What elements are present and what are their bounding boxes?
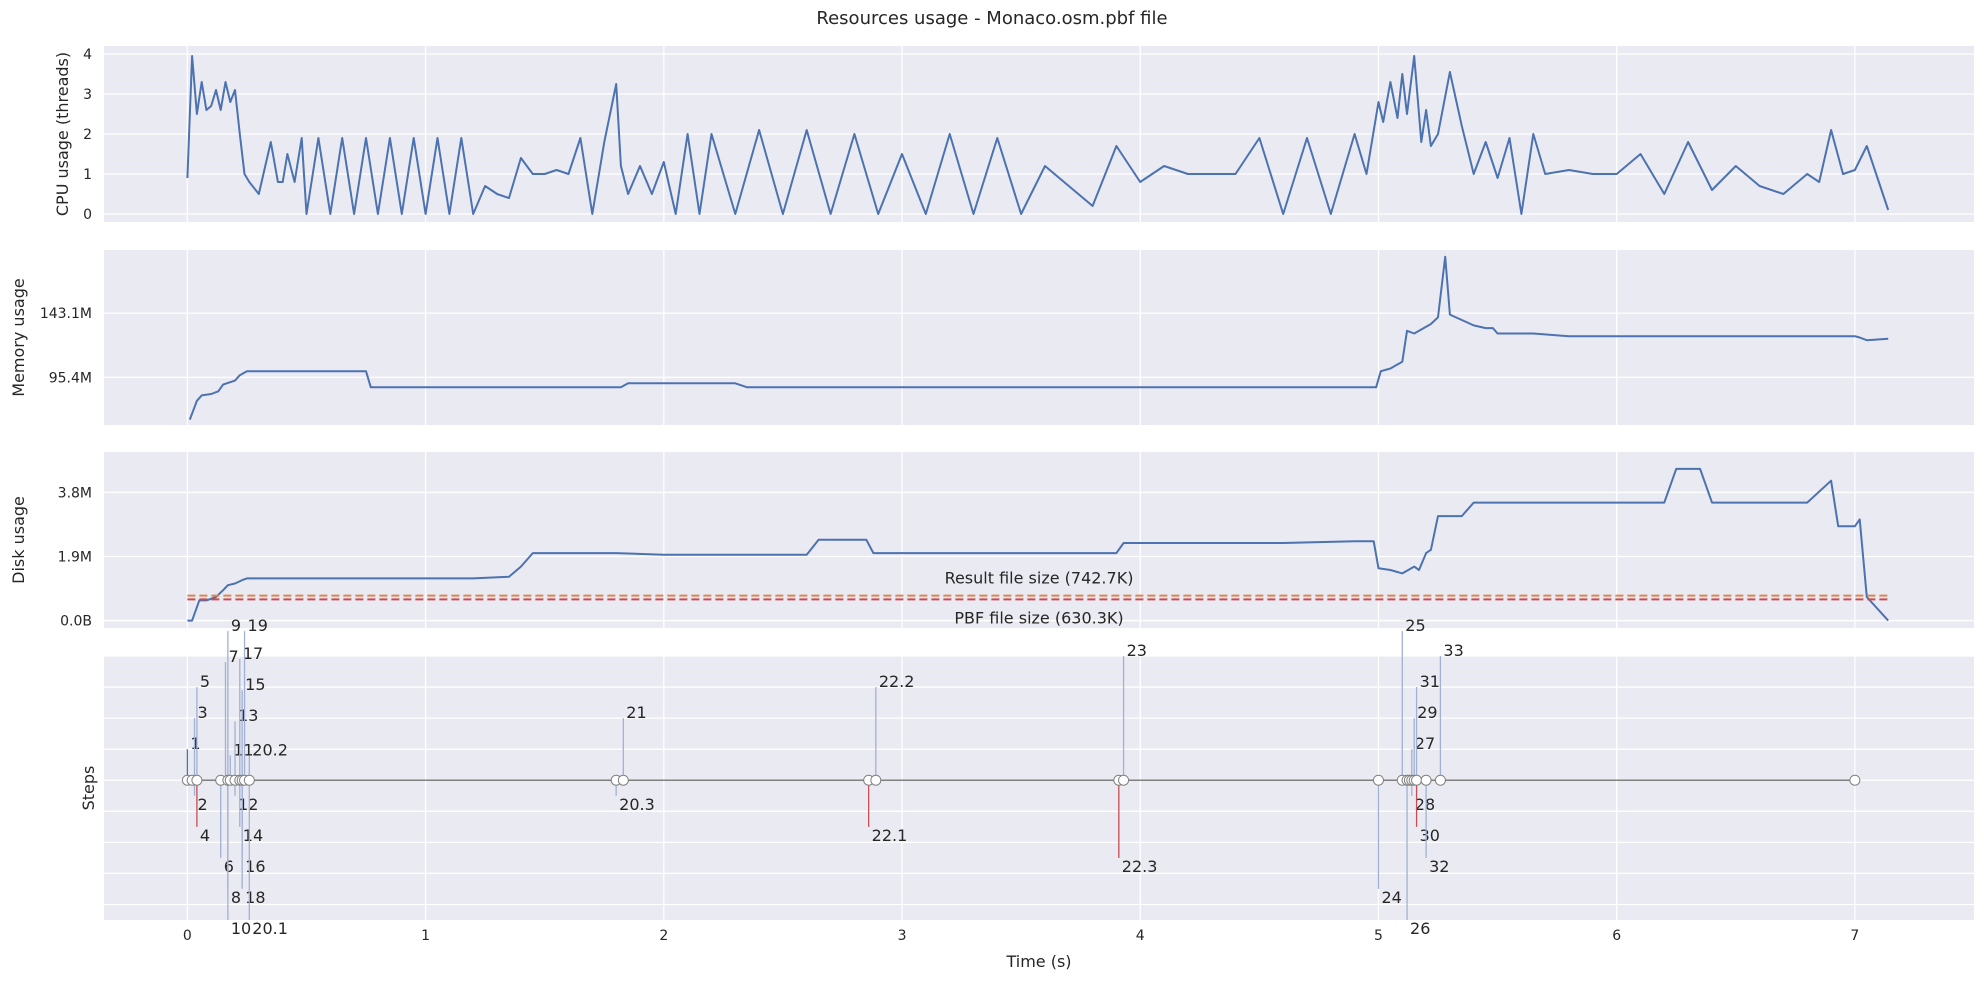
step-marker [1411, 774, 1423, 786]
step-marker [191, 774, 203, 786]
step-label: 22.1 [872, 826, 908, 845]
steps-plot-area [104, 656, 1974, 920]
xtick-label: 5 [1374, 928, 1383, 944]
step-label: 18 [245, 888, 265, 907]
step-label: 6 [224, 857, 234, 876]
step-label: 33 [1443, 641, 1463, 660]
step-label: 15 [245, 675, 265, 694]
step-label: 23 [1127, 641, 1147, 660]
step-label: 11 [233, 740, 253, 759]
xtick-label: 1 [421, 928, 430, 944]
cpu-ytick-label: 2 [83, 127, 92, 143]
step-label: 25 [1405, 616, 1425, 635]
step-label: 30 [1420, 826, 1440, 845]
step-label: 22.2 [879, 672, 915, 691]
step-marker [1849, 774, 1861, 786]
step-marker [1420, 774, 1432, 786]
memory-ytick-label: 143.1M [40, 306, 92, 322]
step-label: 21 [626, 703, 646, 722]
xtick-label: 7 [1850, 928, 1859, 944]
step-label: 29 [1417, 703, 1437, 722]
disk-series-line [187, 467, 1889, 622]
memory-ytick-label: 95.4M [49, 370, 92, 386]
cpu-series-line [186, 55, 1890, 215]
step-label: 16 [245, 857, 265, 876]
disk-ylabel: Disk usage [9, 496, 28, 584]
cpu-ytick-label: 4 [83, 47, 92, 63]
step-label: 7 [228, 647, 238, 666]
step-label: 10 [231, 919, 251, 938]
step-marker [1118, 774, 1130, 786]
step-marker [243, 774, 255, 786]
memory-series-line [188, 255, 1889, 420]
step-label: 12 [238, 795, 258, 814]
step-label: 24 [1381, 888, 1401, 907]
x-axis-label: Time (s) [1005, 952, 1071, 971]
memory-ylabel: Memory usage [9, 278, 28, 396]
step-label: 28 [1415, 795, 1435, 814]
step-label: 13 [238, 706, 258, 725]
xtick-label: 0 [183, 928, 192, 944]
step-label: 19 [248, 616, 268, 635]
step-marker [617, 774, 629, 786]
xtick-label: 4 [1136, 928, 1145, 944]
step-label: 2 [198, 795, 208, 814]
step-label: 20.2 [252, 740, 288, 759]
disk-ytick-label: 0.0B [60, 614, 92, 630]
xtick-label: 6 [1612, 928, 1621, 944]
step-label: 32 [1429, 857, 1449, 876]
reference-line-label: PBF file size (630.3K) [954, 608, 1123, 627]
steps-ylabel: Steps [79, 766, 98, 811]
cpu-ylabel: CPU usage (threads) [53, 52, 72, 216]
step-marker [1434, 774, 1446, 786]
cpu-ytick-label: 3 [83, 87, 92, 103]
xtick-label: 2 [659, 928, 668, 944]
reference-line-label: Result file size (742.7K) [945, 569, 1134, 588]
step-label: 20.3 [619, 795, 655, 814]
step-label: 5 [200, 672, 210, 691]
disk-ytick-label: 1.9M [58, 550, 92, 566]
step-label: 31 [1420, 672, 1440, 691]
disk-plot-area [104, 452, 1974, 628]
step-label: 9 [231, 616, 241, 635]
disk-panel: 0.0B 1.9M 3.8M Disk usage Result file size (… [9, 452, 1974, 630]
step-label: 26 [1410, 919, 1430, 938]
step-marker [1372, 774, 1384, 786]
step-label: 1 [190, 734, 200, 753]
step-label: 17 [243, 644, 263, 663]
step-label: 14 [243, 826, 263, 845]
disk-ytick-label: 3.8M [58, 485, 92, 501]
step-label: 8 [231, 888, 241, 907]
step-label: 20.1 [252, 919, 288, 938]
xtick-label: 3 [898, 928, 907, 944]
cpu-ytick-label: 0 [83, 207, 92, 223]
memory-panel: 95.4M 143.1M Memory usage [9, 250, 1974, 425]
cpu-panel: 0 1 2 3 4 CPU usage (threads) [53, 46, 1974, 223]
step-label: 22.3 [1122, 857, 1158, 876]
cpu-ytick-label: 1 [83, 167, 92, 183]
figure-title: Resources usage - Monaco.osm.pbf file [816, 8, 1167, 29]
memory-plot-area [104, 250, 1974, 425]
steps-panel: Steps1234567891011121314151617181920.120… [79, 616, 1974, 944]
step-label: 4 [200, 826, 210, 845]
step-marker [870, 774, 882, 786]
step-label: 3 [198, 703, 208, 722]
step-label: 27 [1415, 734, 1435, 753]
